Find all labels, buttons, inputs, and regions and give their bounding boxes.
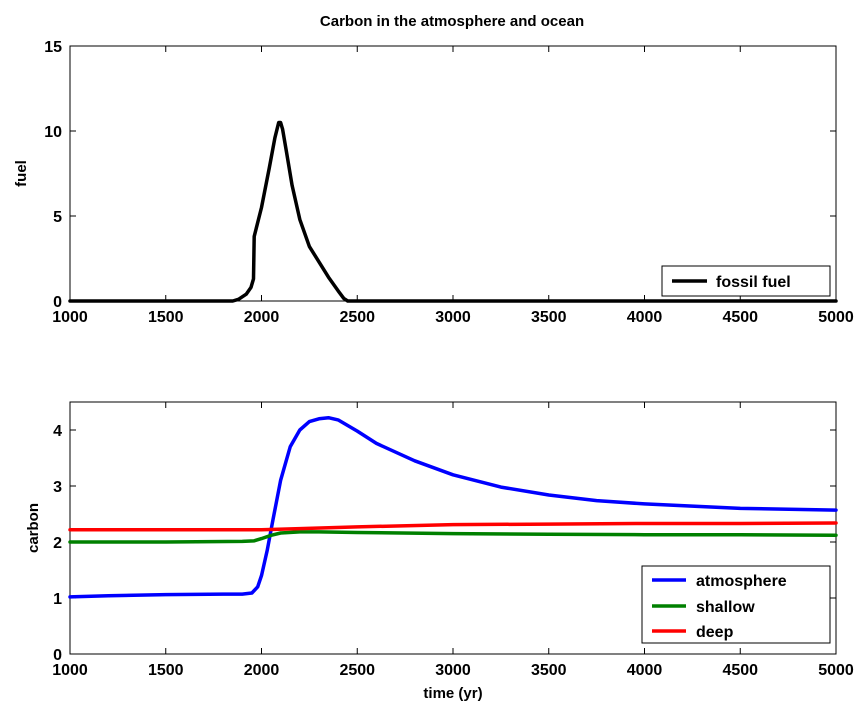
series-line-deep: [68, 521, 838, 532]
fuel-series: [68, 120, 838, 303]
y-tick-label: 10: [44, 124, 62, 141]
carbon-x-axis-label: time (yr): [423, 685, 482, 702]
y-tick-label: 1: [53, 591, 62, 608]
x-tick-label: 1500: [148, 662, 184, 679]
x-tick-label: 2500: [339, 662, 375, 679]
y-tick-label: 2: [53, 535, 62, 552]
y-tick-label: 5: [53, 209, 62, 226]
fuel-plot: 1000 1500 2000 2500 3000 3500 4000 4500 5000 0 5 10…: [13, 39, 854, 326]
carbon-legend: atmosphere shallow deep: [641, 565, 831, 644]
y-tick-label: 15: [44, 39, 62, 56]
x-tick-label: 5000: [818, 309, 854, 326]
fuel-y-axis-label: fuel: [13, 160, 30, 187]
x-tick-label: 3500: [531, 662, 567, 679]
fuel-legend: fossil fuel: [661, 265, 831, 297]
x-tick-label: 4000: [627, 309, 663, 326]
x-tick-label: 4000: [627, 662, 663, 679]
y-tick-label: 0: [53, 647, 62, 664]
legend-label-atmosphere: atmosphere: [696, 573, 787, 590]
legend-label-fossil-fuel: fossil fuel: [716, 274, 791, 291]
chart-title: Carbon in the atmosphere and ocean: [320, 13, 584, 30]
x-tick-label: 2500: [339, 309, 375, 326]
y-tick-label: 3: [53, 479, 62, 496]
series-line-atmosphere: [68, 415, 838, 599]
y-tick-label: 4: [53, 423, 62, 440]
y-tick-label: 0: [53, 294, 62, 311]
fuel-ticks: 1000 1500 2000 2500 3000 3500 4000 4500 5000 0 5 10…: [44, 39, 854, 326]
carbon-series: [68, 415, 838, 599]
x-tick-label: 3000: [435, 662, 471, 679]
x-tick-label: 4500: [722, 309, 758, 326]
x-tick-label: 1000: [52, 662, 88, 679]
carbon-y-axis-label: carbon: [25, 503, 42, 553]
legend-label-shallow: shallow: [696, 599, 755, 616]
x-tick-label: 5000: [818, 662, 854, 679]
fuel-plot-area: [69, 45, 837, 302]
x-tick-label: 2000: [244, 309, 280, 326]
series-line-fossil-fuel: [68, 120, 838, 303]
x-tick-label: 3000: [435, 309, 471, 326]
x-tick-label: 2000: [244, 662, 280, 679]
carbon-plot: 1000 1500 2000 2500 3000 3500 4000 4500 5000 0 1 2 3…: [25, 401, 854, 702]
x-tick-label: 3500: [531, 309, 567, 326]
legend-label-deep: deep: [696, 624, 734, 641]
x-tick-label: 1000: [52, 309, 88, 326]
x-tick-label: 4500: [722, 662, 758, 679]
carbon-ticks: 1000 1500 2000 2500 3000 3500 4000 4500 5000 0 1 2 3…: [52, 402, 854, 679]
series-line-shallow: [68, 530, 838, 544]
x-tick-label: 1500: [148, 309, 184, 326]
